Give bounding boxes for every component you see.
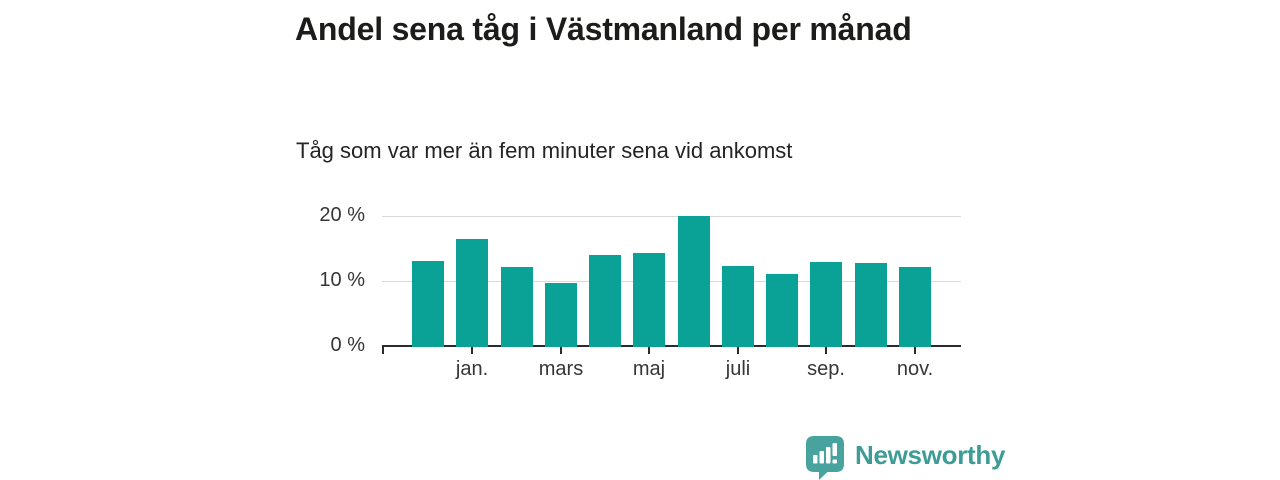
bar-juni [677,216,710,347]
y-axis: 0 % 10 % 20 % [295,200,365,360]
x-label-sep: sep. [807,358,845,380]
gridline-10pct [382,281,961,282]
x-tick-juli [737,347,739,354]
bar-chart: 0 % 10 % 20 % jan. mars maj juli sep. nov. [295,190,985,400]
bar-nov. [898,267,931,347]
x-tick-mars [560,347,562,354]
gridline-20pct [382,216,961,217]
chart-title: Andel sena tåg i Västmanland per månad [295,11,912,47]
bar-chart-speech-bubble-icon [806,436,844,480]
x-label-juli: juli [725,358,751,380]
x-axis-line [382,345,961,347]
x-tick-maj [648,347,650,354]
x-label-jan: jan. [455,358,489,380]
logo-bubble-shape [806,436,844,480]
bar-aug. [766,274,799,347]
bar-mars [544,283,577,347]
y-label-0: 0 % [330,334,365,356]
chart-subtitle: Tåg som var mer än fem minuter sena vid … [296,138,793,163]
plot-area [382,200,961,347]
x-tick-jan [471,347,473,354]
x-axis: jan. mars maj juli sep. nov. [382,347,961,392]
y-label-20: 20 % [319,204,365,226]
bar-okt. [854,263,887,347]
bar-sep. [810,262,843,347]
x-label-nov: nov. [896,358,934,380]
x-tick-sep [825,347,827,354]
bar-dec. [412,261,444,347]
bar-jan. [456,239,489,347]
bar-feb. [500,267,533,347]
bar-apr. [589,255,622,347]
x-label-mars: mars [538,358,584,380]
x-axis-start-tick [382,345,384,354]
x-label-maj: maj [632,358,666,380]
bar-juli [721,266,754,347]
chart-card: Andel sena tåg i Västmanland per månad T… [295,0,1005,480]
y-label-10: 10 % [319,269,365,291]
x-tick-nov [914,347,916,354]
bar-maj [633,253,666,347]
brand-name: Newsworthy [855,439,1006,470]
newsworthy-logo: Newsworthy [805,436,1005,480]
